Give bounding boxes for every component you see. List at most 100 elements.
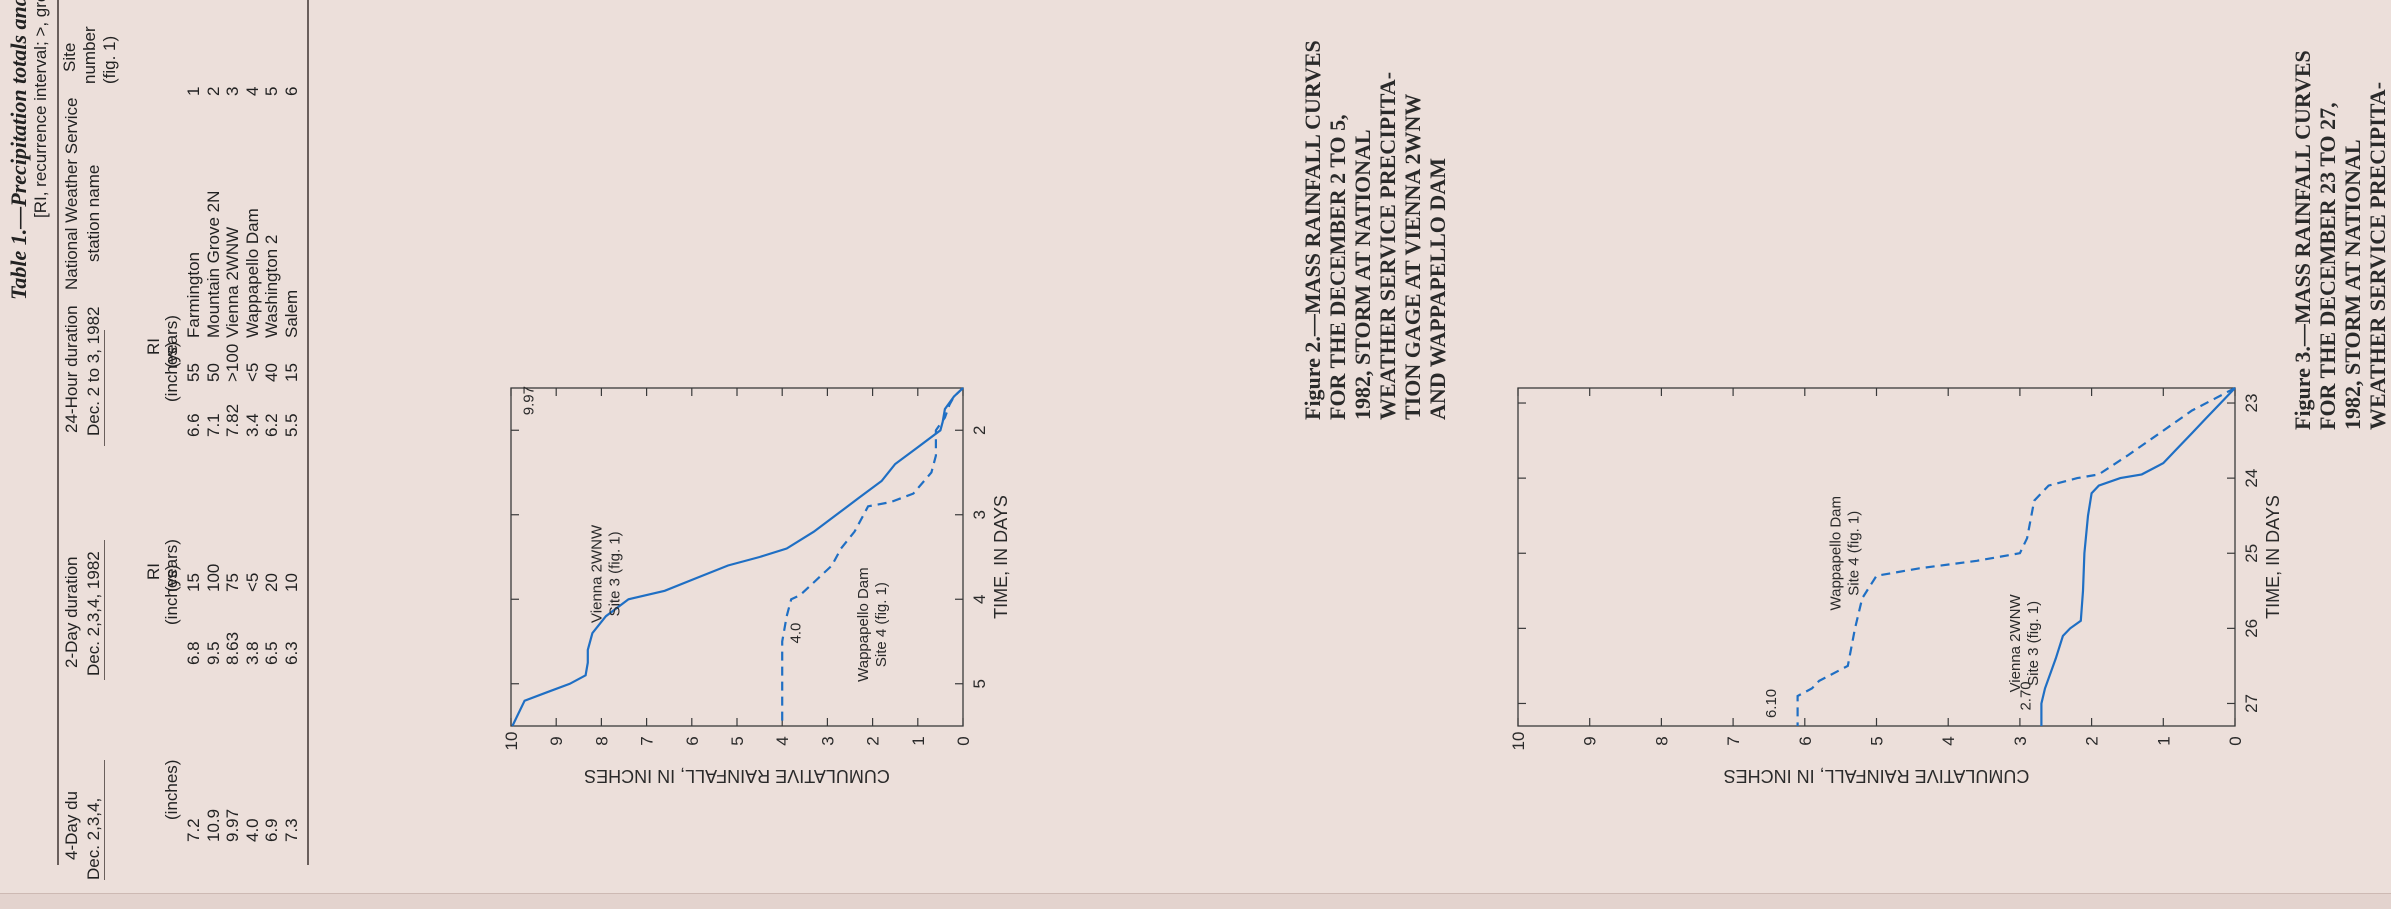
y-tick-label: 1 (909, 736, 928, 745)
unit-ri-24h: RI (144, 338, 163, 355)
table-cell-site: 2 (203, 86, 223, 96)
table-cell-in24: 6.2 (262, 413, 282, 437)
series-end-label: 2.70 (2018, 681, 2035, 710)
header-number: number (80, 26, 99, 84)
y-tick-label: 8 (592, 736, 611, 745)
table-cell-in4: 6.9 (262, 818, 282, 842)
table-cell-ri2: <5 (242, 572, 262, 592)
table-cell-ri24: <5 (242, 362, 262, 382)
caption-line: WEATHER SERVICE PRECIPITA- (1375, 71, 1400, 420)
y-tick-label: 7 (638, 736, 657, 745)
table-cell-site: 4 (242, 86, 262, 96)
header-site: Site (60, 42, 79, 72)
table-cell-in2: 6.3 (282, 641, 301, 665)
series-line (2040, 387, 2236, 726)
unit-ri-2day: RI (144, 563, 163, 580)
x-tick-label: 24 (2242, 469, 2261, 488)
series-label: Site 4 (fig. 1) (873, 582, 890, 667)
series-label: Vienna 2WNW (588, 524, 605, 623)
series-label: Vienna 2WNW (2007, 593, 2024, 692)
y-tick-label: 3 (2011, 736, 2030, 745)
table-title: Table 1.—Precipitation totals and recurr… (6, 0, 31, 300)
plot-frame (1517, 387, 2236, 727)
series-end-label: 6.10 (1763, 689, 1780, 718)
x-tick-label: 5 (970, 679, 989, 688)
y-tick-label: 5 (1868, 736, 1887, 745)
header-2day-dates: Dec. 2,3,4, 1982 (84, 551, 103, 676)
y-tick-label: 5 (728, 736, 747, 745)
table-cell-ri24: 40 (262, 363, 282, 382)
table-cell-ri24: 15 (282, 363, 301, 382)
table-cell-ri2: 100 (203, 563, 223, 592)
table-cell-ri24: 55 (184, 363, 203, 382)
caption-line: 1982, STORM AT NATIONAL (2340, 139, 2365, 430)
table-cell-in24: 7.1 (203, 413, 223, 437)
caption-line: FOR THE DECEMBER 23 TO 27, (2315, 102, 2340, 430)
y-tick-label: 0 (2226, 736, 2245, 745)
x-axis-label: TIME, IN DAYS (991, 495, 1011, 619)
x-tick-label: 27 (2242, 694, 2261, 713)
series-label: Wappapello Dam (855, 567, 872, 682)
y-tick-label: 2 (2083, 736, 2102, 745)
caption-line: AND WAPPAPELLO DAM (1425, 158, 1450, 420)
table-cell-name: Farmington (184, 252, 203, 338)
y-tick-label: 0 (954, 736, 973, 745)
y-tick-label: 1 (2154, 736, 2173, 745)
y-tick-label: 10 (502, 732, 521, 751)
table-cell-site: 5 (262, 86, 282, 96)
series-label: Site 4 (fig. 1) (1846, 511, 1863, 596)
table-cell-in2: 6.5 (262, 641, 282, 665)
header-rule-4day (104, 760, 105, 880)
plot-frame (510, 387, 964, 727)
table-cell-ri24: >100 (223, 343, 243, 382)
y-tick-label: 7 (1724, 736, 1743, 745)
series-label: Wappapello Dam (1828, 496, 1845, 611)
table-cell-in2: 3.8 (242, 641, 262, 665)
header-4day: 4-Day du (62, 791, 81, 860)
unit-years-24h: (years) (162, 315, 181, 368)
table-cell-in2: 9.5 (203, 641, 223, 665)
y-tick-label: 4 (1939, 736, 1958, 745)
unit-inches-4day: (inches) (162, 759, 181, 820)
table-top-rule (57, 0, 59, 865)
series-label: Site 3 (fig. 1) (2025, 601, 2042, 686)
x-tick-label: 26 (2242, 619, 2261, 638)
table-cell-in24: 5.5 (282, 413, 301, 437)
y-tick-label: 10 (1509, 732, 1528, 751)
table-cell-in24: 6.6 (184, 413, 203, 437)
series-line (1796, 387, 2236, 726)
x-tick-label: 2 (970, 426, 989, 435)
figure2-chart: 0 1 2 3 4 5 6 7 8 9 10 2 3 4 5 TIME, IN DAYS CUMULATIVE … (502, 386, 1011, 786)
table-cell-in2: 6.8 (184, 641, 203, 665)
table-cell-ri2: 20 (262, 573, 282, 592)
x-axis-label: TIME, IN DAYS (2263, 495, 2283, 619)
x-tick-label: 23 (2242, 394, 2261, 413)
header-rule-24h (104, 330, 105, 446)
table-bottom-rule (307, 0, 309, 865)
header-station: National Weather Service (62, 97, 81, 290)
unit-years-2day: (years) (162, 539, 181, 592)
table-cell-ri2: 10 (282, 573, 301, 592)
table-cell-name: Mountain Grove 2N (203, 190, 223, 338)
x-tick-label: 3 (970, 510, 989, 519)
x-tick-label: 4 (970, 595, 989, 604)
y-axis-label: CUMULATIVE RAINFALL, IN INCHES (1724, 766, 2030, 786)
caption-line: TION GAGE AT VIENNA 2WNW (1400, 93, 1425, 420)
table-cell-in24: 3.4 (242, 413, 262, 437)
table-cell-ri2: 15 (184, 573, 203, 592)
table-cell-in4: 4.0 (242, 818, 262, 842)
table-cell-name: Salem (282, 289, 301, 338)
plot-area: 0 1 2 3 4 5 6 7 8 9 10 2 3 4 5 TIME, IN DAYS CUMULATIVE … (502, 386, 1011, 786)
caption-line: Figure 3.—MASS RAINFALL CURVES (2290, 50, 2315, 430)
header-24h: 24-Hour duration (62, 305, 81, 433)
table-cell-ri24: 50 (203, 363, 223, 382)
page-bottom-edge (0, 893, 2391, 909)
header-2day: 2-Day duration (62, 556, 81, 668)
table-cell-site: 1 (184, 86, 203, 96)
y-tick-label: 9 (1581, 736, 1600, 745)
y-axis-label: CUMULATIVE RAINFALL, IN INCHES (584, 766, 890, 786)
y-tick-label: 3 (818, 736, 837, 745)
series-end-label: 9.97 (521, 386, 538, 415)
